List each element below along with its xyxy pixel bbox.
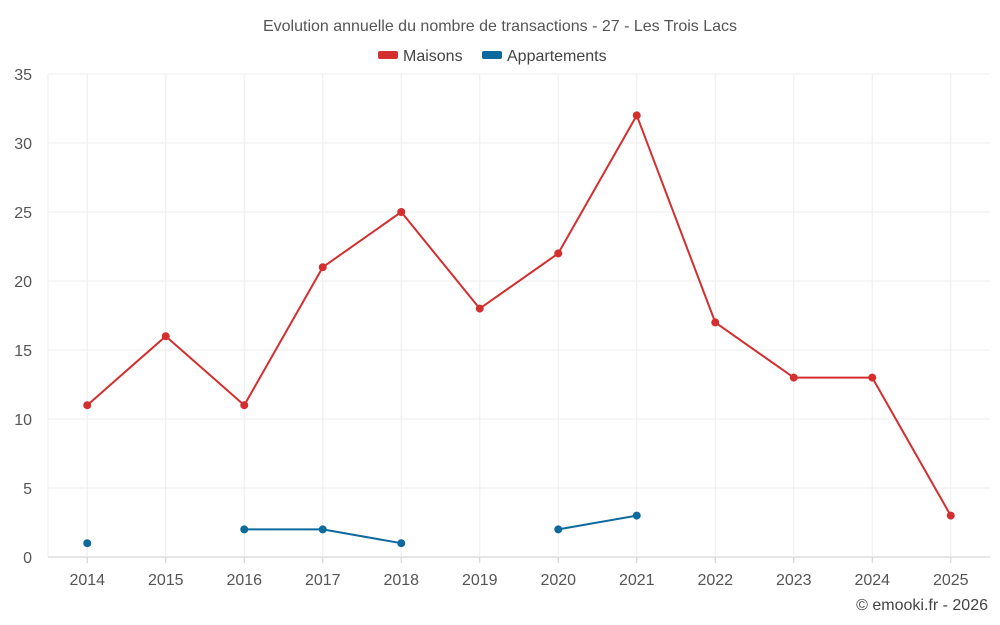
x-tick-label: 2024 [854, 572, 890, 589]
x-tick-label: 2017 [305, 572, 341, 589]
y-tick-label: 15 [14, 343, 32, 360]
y-tick-label: 35 [14, 67, 32, 84]
y-tick-label: 5 [23, 481, 32, 498]
legend-label-appartements: Appartements [507, 48, 607, 65]
y-tick-label: 30 [14, 136, 32, 153]
legend: Maisons Appartements [378, 48, 607, 65]
legend-label-maisons: Maisons [403, 48, 463, 65]
chart-title: Evolution annuelle du nombre de transact… [263, 18, 737, 35]
x-tick-label: 2015 [148, 572, 184, 589]
data-point-maisons[interactable] [554, 249, 563, 258]
legend-swatch-appartements [482, 51, 502, 59]
x-tick-label: 2021 [619, 572, 655, 589]
x-tick-label: 2016 [226, 572, 262, 589]
data-point-maisons[interactable] [83, 401, 92, 410]
y-tick-label: 0 [23, 550, 32, 567]
data-point-maisons[interactable] [240, 401, 249, 410]
data-point-maisons[interactable] [475, 304, 484, 313]
data-point-maisons[interactable] [397, 208, 406, 216]
legend-item-appartements[interactable]: Appartements [482, 48, 607, 65]
x-tick-label: 2023 [776, 572, 812, 589]
x-tick-label: 2018 [383, 572, 419, 589]
gridlines [47, 73, 990, 563]
x-tick-label: 2022 [697, 572, 733, 589]
x-axis-ticks: 2014 2015 2016 2017 2018 2019 2020 2021 2022 2023… [69, 572, 968, 589]
data-point-maisons[interactable] [946, 511, 955, 520]
data-point-maisons[interactable] [711, 318, 720, 327]
x-tick-label: 2025 [933, 572, 969, 589]
series-group [83, 111, 955, 548]
data-point-appartements[interactable] [554, 525, 563, 534]
y-tick-label: 10 [14, 412, 32, 429]
data-point-appartements[interactable] [318, 525, 327, 534]
data-point-appartements[interactable] [397, 539, 406, 548]
legend-swatch-maisons [378, 51, 398, 59]
data-point-maisons[interactable] [789, 373, 798, 382]
series-line-maisons [86, 114, 952, 517]
data-point-appartements[interactable] [632, 511, 641, 520]
data-point-maisons[interactable] [632, 111, 641, 120]
legend-item-maisons[interactable]: Maisons [378, 48, 463, 65]
y-axis-ticks: 0 5 10 15 20 25 30 35 [14, 67, 32, 567]
data-point-appartements[interactable] [83, 539, 92, 548]
data-point-maisons[interactable] [868, 373, 877, 382]
data-point-maisons[interactable] [161, 332, 170, 341]
y-tick-label: 25 [14, 205, 32, 222]
x-tick-label: 2019 [462, 572, 498, 589]
y-tick-label: 20 [14, 274, 32, 291]
data-point-maisons[interactable] [318, 263, 327, 272]
credit-text: © emooki.fr - 2026 [856, 597, 988, 614]
x-tick-label: 2014 [69, 572, 105, 589]
data-point-appartements[interactable] [240, 525, 249, 534]
series-line-appartements [558, 514, 637, 531]
x-tick-label: 2020 [540, 572, 576, 589]
